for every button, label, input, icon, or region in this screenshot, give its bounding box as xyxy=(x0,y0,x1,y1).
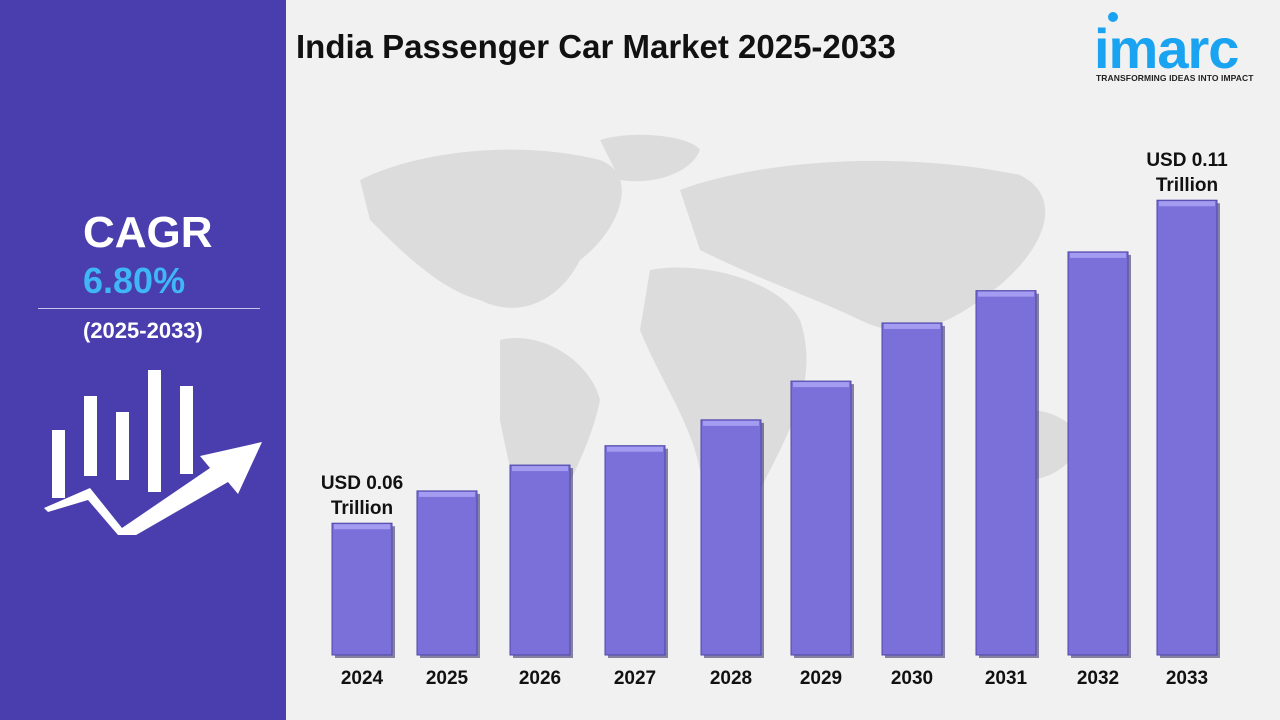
bar-2024 xyxy=(331,522,393,656)
x-tick-label: 2031 xyxy=(985,668,1028,689)
x-tick-label: 2028 xyxy=(710,668,752,689)
x-tick-label: 2024 xyxy=(341,668,384,689)
cagr-panel: CAGR 6.80% (2025-2033) xyxy=(0,0,286,720)
x-tick-label: 2026 xyxy=(519,668,561,689)
logo-tagline: TRANSFORMING IDEAS INTO IMPACT xyxy=(1096,73,1254,83)
bar-2027 xyxy=(604,445,666,656)
bar-2026 xyxy=(509,464,571,656)
bar-2031 xyxy=(975,290,1037,656)
growth-bar-chart-arrow-icon xyxy=(44,370,262,535)
bar-2028 xyxy=(700,419,762,656)
bar-bevel xyxy=(884,323,940,329)
cagr-period: (2025-2033) xyxy=(83,318,203,343)
bar-2032 xyxy=(1067,251,1129,656)
data-label: USD 0.06 xyxy=(321,473,403,494)
bar-2025 xyxy=(416,490,478,656)
divider xyxy=(38,308,260,309)
cagr-value: 6.80% xyxy=(83,260,186,301)
data-label: Trillion xyxy=(331,498,393,519)
bar-bevel xyxy=(703,420,759,426)
data-label: USD 0.11 xyxy=(1146,150,1228,171)
x-tick-label: 2029 xyxy=(800,668,842,689)
data-label: Trillion xyxy=(1156,175,1218,196)
x-tick-label: 2027 xyxy=(614,668,656,689)
bar-bevel xyxy=(978,291,1034,297)
x-tick-label: 2025 xyxy=(426,668,469,689)
bar-bevel xyxy=(512,466,568,472)
bar-bevel xyxy=(1070,252,1126,258)
cagr-label: CAGR xyxy=(83,208,213,257)
bar-bevel xyxy=(793,382,849,388)
bar-2029 xyxy=(790,380,852,656)
bar-2033 xyxy=(1156,199,1218,656)
bar-2030 xyxy=(881,322,943,656)
bar-bevel xyxy=(1159,201,1215,207)
imarc-logo: imarc xyxy=(1094,12,1239,72)
x-tick-label: 2033 xyxy=(1166,668,1208,689)
chart-title: India Passenger Car Market 2025-2033 xyxy=(296,28,896,65)
x-tick-label: 2032 xyxy=(1077,668,1119,689)
x-tick-label: 2030 xyxy=(891,668,933,689)
bar-bevel xyxy=(334,524,390,530)
svg-text:imarc: imarc xyxy=(1094,17,1238,72)
bar-bevel xyxy=(419,491,475,497)
bar-bevel xyxy=(607,446,663,452)
